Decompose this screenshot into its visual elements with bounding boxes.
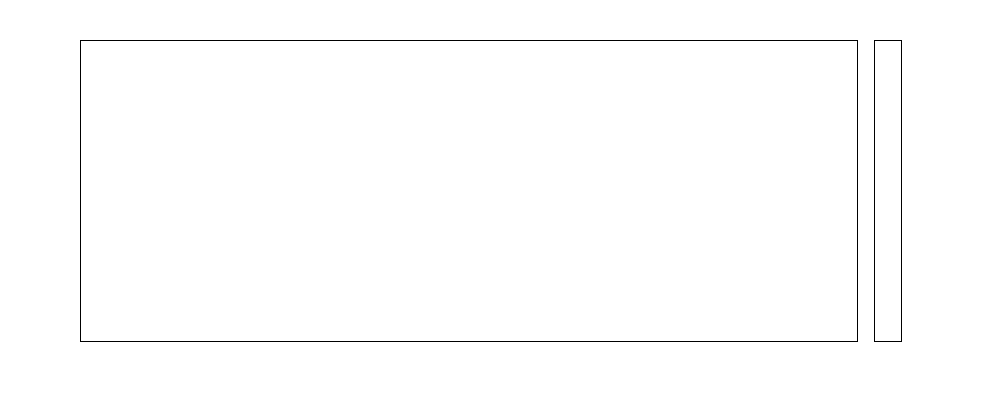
colorbar-canvas [875, 41, 901, 341]
plot-area [80, 40, 858, 342]
colorbar [874, 40, 902, 342]
radar-canvas [81, 41, 857, 341]
